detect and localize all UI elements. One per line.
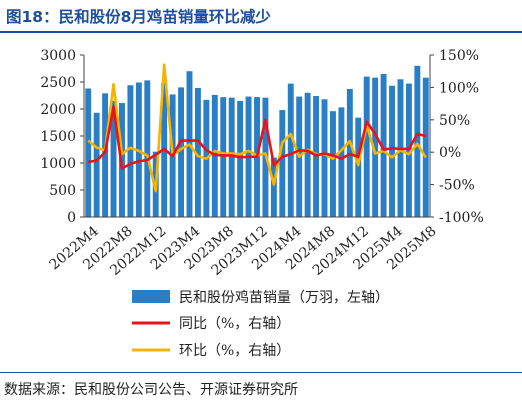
right-tick-label: 50% xyxy=(439,113,470,129)
yoy-line xyxy=(88,105,427,170)
bar-2024M10 xyxy=(338,107,345,217)
bar-2022M9 xyxy=(127,85,134,218)
bar-2023M5 xyxy=(194,87,201,217)
bar-2022M7 xyxy=(110,100,117,217)
bar-2023M8 xyxy=(220,97,227,217)
bar-2022M6 xyxy=(102,93,109,217)
legend-swatch-bar xyxy=(132,290,170,303)
left-tick-label: 3000 xyxy=(40,48,76,64)
bar-2022M11 xyxy=(144,80,151,217)
bar-2025M4 xyxy=(389,85,395,217)
bar-2025M1 xyxy=(363,76,370,217)
source-note: 数据来源：民和股份公司公告、开源证券研究所 xyxy=(4,382,298,398)
chart-title: 图18：民和股份8月鸡苗销量环比减少 xyxy=(6,8,271,26)
legend-label-bar: 民和股份鸡苗销量（万羽，左轴） xyxy=(179,289,389,306)
right-tick-label: 0% xyxy=(439,145,461,161)
left-tick-label: 0 xyxy=(67,210,76,226)
line-series xyxy=(87,63,427,193)
right-tick-label: 150% xyxy=(439,48,479,64)
left-tick-label: 1000 xyxy=(40,156,76,172)
chart-canvas: 0 500 1000 1500 2000 2500 3000 -100% -50% 0% 50% 1… xyxy=(40,48,484,359)
bar-2025M8 xyxy=(422,77,429,218)
bar-2024M6 xyxy=(304,92,311,217)
x-axis: 2022M42022M82022M122023M42023M82023M1220… xyxy=(47,216,440,279)
bar-2024M4 xyxy=(287,83,294,218)
bar-2025M6 xyxy=(405,83,412,218)
bar-2022M4 xyxy=(85,88,92,217)
left-tick-label: 2500 xyxy=(40,75,76,91)
right-axis: -100% -50% 0% 50% 100% 150% xyxy=(429,48,484,226)
bar-2022M5 xyxy=(93,112,100,217)
bar-2024M9 xyxy=(330,111,336,217)
right-tick-label: -50% xyxy=(439,178,475,194)
legend-label-yoy: 同比（%，右轴） xyxy=(179,316,290,332)
left-tick-label: 1500 xyxy=(40,129,76,145)
bar-2024M3 xyxy=(279,110,286,217)
right-tick-label: 100% xyxy=(439,80,479,96)
bar-2024M2 xyxy=(270,157,277,217)
left-tick-label: 2000 xyxy=(40,102,76,118)
bar-2023M9 xyxy=(228,97,235,217)
bar-2023M3 xyxy=(178,87,185,218)
bar-2025M2 xyxy=(372,77,379,218)
left-tick-label: 500 xyxy=(49,183,76,199)
bar-2024M8 xyxy=(321,99,328,217)
legend: 民和股份鸡苗销量（万羽，左轴） 同比（%，右轴） 环比（%，右轴） xyxy=(132,289,389,359)
source-divider xyxy=(0,372,522,373)
title-divider xyxy=(0,31,522,33)
bar-2025M7 xyxy=(414,65,421,217)
legend-label-mom: 环比（%，右轴） xyxy=(179,343,290,359)
bar-2023M10 xyxy=(237,100,244,217)
bar-2024M12 xyxy=(355,117,362,217)
left-axis: 0 500 1000 1500 2000 2500 3000 xyxy=(40,48,85,226)
right-tick-label: -100% xyxy=(439,210,484,226)
bar-series xyxy=(85,65,429,218)
bar-2025M3 xyxy=(380,73,387,218)
